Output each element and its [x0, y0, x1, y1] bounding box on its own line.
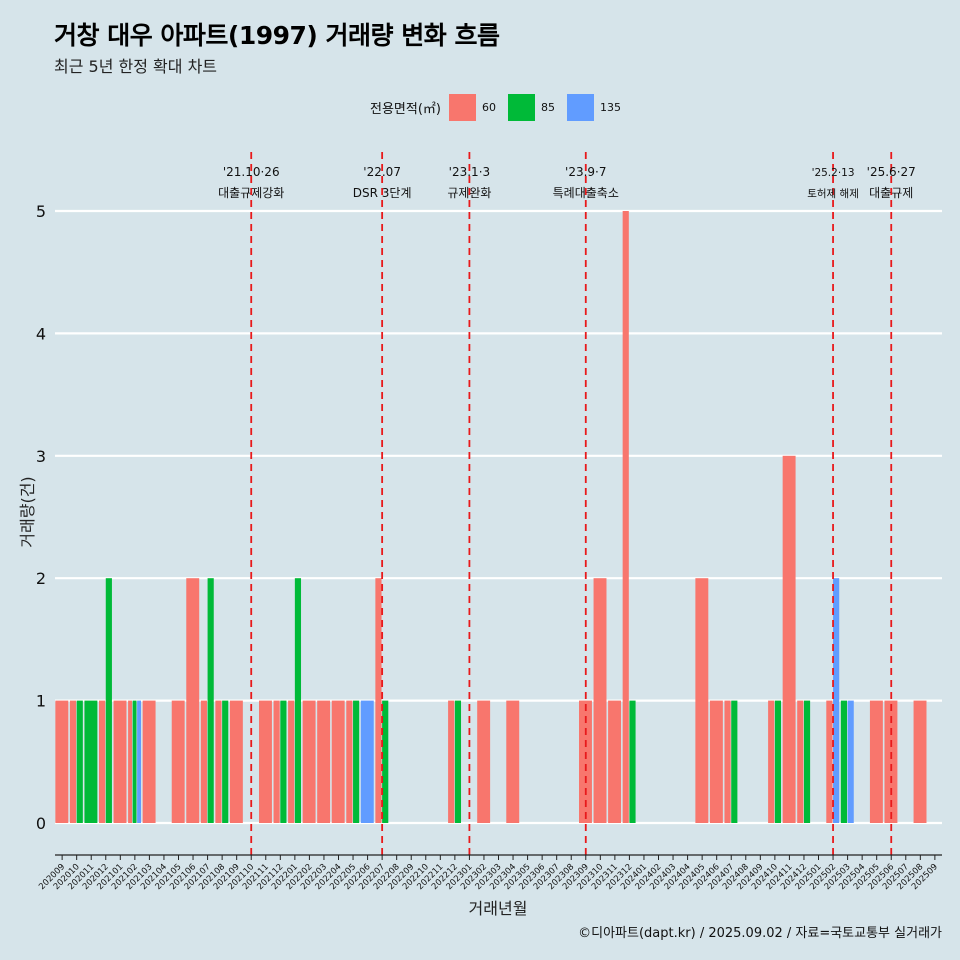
bar-202412-85	[803, 700, 811, 823]
bar-202312-85	[629, 700, 636, 823]
bar-202108-60	[215, 700, 222, 823]
bar-202205-85	[353, 700, 360, 823]
bar-202502-60	[826, 700, 833, 823]
bar-202102-60	[128, 700, 133, 823]
bar-202505-60	[869, 700, 883, 823]
bar-202411-60	[782, 455, 796, 823]
bar-202309-60	[579, 700, 592, 823]
legend-swatch-60	[448, 93, 476, 121]
y-tick-label-2: 2	[36, 569, 46, 588]
legend-title: 전용면적(㎡)	[370, 101, 441, 117]
caption: ©디아파트(dapt.kr) / 2025.09.02 / 자료=국토교통부 실…	[578, 926, 942, 941]
legend-label-85: 85	[540, 100, 555, 114]
bar-202410-85	[774, 700, 782, 823]
bar-202107-85	[207, 578, 214, 823]
legend-swatch-135	[566, 93, 594, 121]
bar-202107-60	[200, 700, 207, 823]
bar-202407-85	[731, 700, 738, 823]
bar-202103-60	[142, 700, 156, 823]
y-tick-label-4: 4	[36, 324, 46, 343]
bar-202503-135	[847, 700, 854, 823]
bar-202202-60	[302, 700, 316, 823]
event-label-202506: 대출규제	[869, 186, 913, 200]
bar-202506-60	[884, 700, 898, 823]
bar-202201-60	[288, 700, 295, 823]
bar-202412-60	[797, 700, 804, 823]
event-label-202207: DSR 3단계	[353, 186, 412, 200]
bar-202310-60	[593, 578, 607, 823]
legend-swatch-85	[507, 93, 535, 121]
bar-202101-60	[113, 700, 127, 823]
event-date-202502: '25.2·13	[812, 167, 855, 179]
chart-subtitle: 최근 5년 한정 확대 차트	[54, 57, 218, 76]
bar-202304-60	[506, 700, 520, 823]
bar-202410-60	[768, 700, 775, 823]
bars	[55, 211, 927, 823]
bar-202312-60	[622, 211, 629, 823]
bar-202212-85	[454, 700, 462, 823]
bar-202010-60	[69, 700, 77, 823]
bar-202203-60	[317, 700, 331, 823]
legend-item-135: 135	[566, 93, 627, 121]
event-date-202207: '22.07	[363, 165, 401, 179]
event-date-202110: '21.10·26	[223, 165, 280, 179]
y-tick-label-0: 0	[36, 814, 46, 833]
event-label-202110: 대출규제강화	[218, 186, 284, 200]
event-markers: '21.10·26 대출규제강화 '22.07 DSR 3단계 '23.1·3 규제완화 '…	[218, 152, 916, 855]
chart-title: 거창 대우 아파트(1997) 거래량 변화 흐름	[54, 21, 500, 50]
bar-202112-60	[273, 700, 280, 823]
event-label-202309: 특례대출축소	[553, 186, 619, 200]
bar-202302-60	[477, 700, 491, 823]
event-date-202506: '25.6·27	[867, 165, 916, 179]
bar-202311-60	[608, 700, 622, 823]
bar-202102-135	[137, 700, 142, 823]
bar-202502-135	[833, 578, 840, 823]
legend: 전용면적(㎡) 60 85 135	[370, 93, 633, 121]
bar-202508-60	[913, 700, 927, 823]
axes: 2020092020102020112020122021012021022021…	[37, 854, 942, 892]
bar-202406-60	[709, 700, 723, 823]
bar-202111-60	[259, 700, 272, 823]
bar-202201-85	[294, 578, 302, 823]
y-axis-title: 거래량(건)	[18, 476, 37, 547]
bar-202207-60	[375, 578, 382, 823]
bar-202106-60	[186, 578, 200, 823]
bar-202108-85	[222, 700, 229, 823]
bar-202205-60	[346, 700, 353, 823]
bar-202011-85	[84, 700, 98, 823]
event-label-202502: 토허제 해제	[807, 187, 859, 200]
y-tick-label-5: 5	[36, 202, 46, 221]
bar-202012-85	[105, 578, 112, 823]
x-axis-title: 거래년월	[469, 899, 528, 918]
event-date-202309: '23.9·7	[565, 165, 606, 179]
bar-202212-60	[448, 700, 455, 823]
bar-202010-85	[76, 700, 83, 823]
bar-202503-85	[840, 700, 847, 823]
bar-202405-60	[695, 578, 709, 823]
event-label-202301: 규제완화	[447, 186, 491, 200]
y-tick-label-3: 3	[36, 447, 46, 466]
bar-202009-60	[55, 700, 69, 823]
bar-202407-60	[724, 700, 731, 823]
bar-202105-60	[171, 700, 185, 823]
bar-202206-135	[360, 700, 374, 823]
legend-label-60: 60	[481, 100, 496, 114]
bar-202109-60	[229, 700, 243, 823]
legend-item-60: 60	[448, 93, 502, 121]
legend-label-135: 135	[599, 100, 621, 114]
bar-202112-85	[280, 700, 287, 823]
legend-item-85: 85	[507, 93, 561, 121]
bar-202012-60	[99, 700, 106, 823]
event-date-202301: '23.1·3	[449, 165, 490, 179]
y-tick-label-1: 1	[36, 692, 46, 711]
bar-202207-85	[382, 700, 389, 823]
bar-202204-60	[331, 700, 345, 823]
bar-202102-85	[132, 700, 137, 823]
